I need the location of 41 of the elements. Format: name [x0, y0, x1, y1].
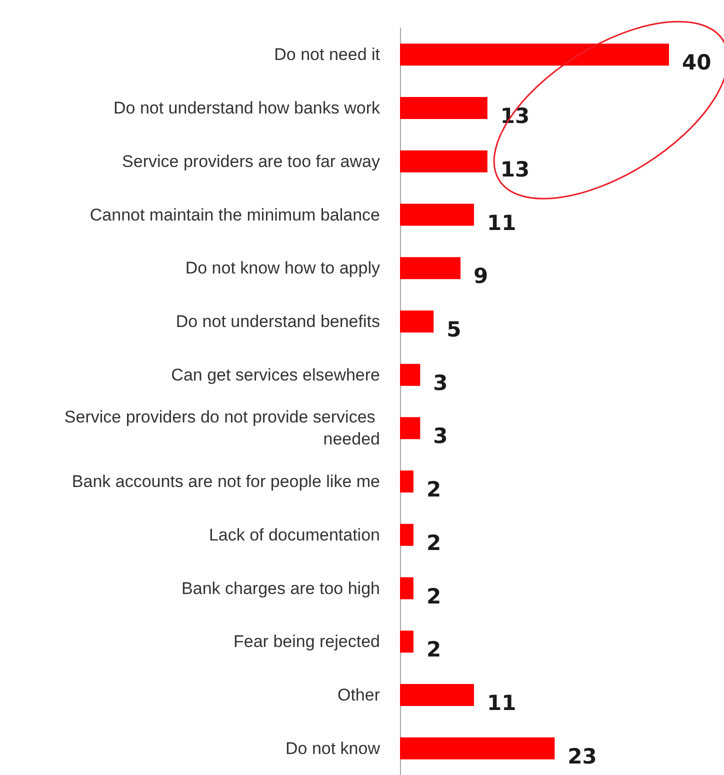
- y-tick-label: Do not know how to apply: [185, 258, 380, 278]
- bar: [400, 150, 488, 172]
- bar: [400, 257, 461, 280]
- y-tick-label: Service providers are too far away: [122, 152, 380, 171]
- bar: [400, 204, 474, 226]
- bar: [400, 524, 414, 546]
- data-label: 2: [426, 638, 442, 662]
- bar: [400, 44, 669, 66]
- bar: [400, 310, 434, 332]
- data-label: 13: [500, 157, 530, 182]
- data-label: 23: [568, 744, 597, 768]
- data-label: 3: [433, 424, 448, 448]
- data-label: 2: [426, 478, 442, 502]
- y-tick-label: Do not need it: [274, 45, 380, 64]
- data-label: 11: [486, 690, 516, 715]
- y-tick-label: Do not understand benefits: [176, 312, 380, 331]
- y-tick-label: Service providers do not provide services needed: [64, 408, 380, 449]
- data-label: 40: [682, 50, 712, 75]
- y-tick-label: Bank accounts are not for people like me: [72, 472, 380, 492]
- bar: [400, 470, 414, 493]
- bar: [400, 97, 488, 120]
- y-tick-label: Fear being rejected: [234, 632, 380, 652]
- data-label: 9: [474, 264, 488, 288]
- data-label: 5: [446, 317, 462, 342]
- y-tick-label: Do not understand how banks work: [114, 98, 380, 118]
- bar: [400, 684, 474, 706]
- bar: [400, 737, 555, 760]
- y-tick-label: Other: [337, 685, 380, 704]
- bar: [400, 577, 414, 600]
- y-tick-label: Do not know: [286, 738, 381, 758]
- bar: [400, 630, 414, 653]
- data-label: 2: [426, 584, 442, 608]
- data-label: 11: [486, 210, 516, 235]
- y-tick-label: Cannot maintain the minimum balance: [90, 205, 380, 224]
- bar: [400, 364, 420, 386]
- y-tick-label: Lack of documentation: [208, 525, 380, 544]
- bar: [400, 417, 420, 440]
- data-label: 3: [433, 370, 448, 395]
- y-tick-label: Bank charges are too high: [182, 578, 380, 598]
- data-label: 2: [426, 530, 442, 555]
- y-tick-label: Can get services elsewhere: [171, 365, 380, 384]
